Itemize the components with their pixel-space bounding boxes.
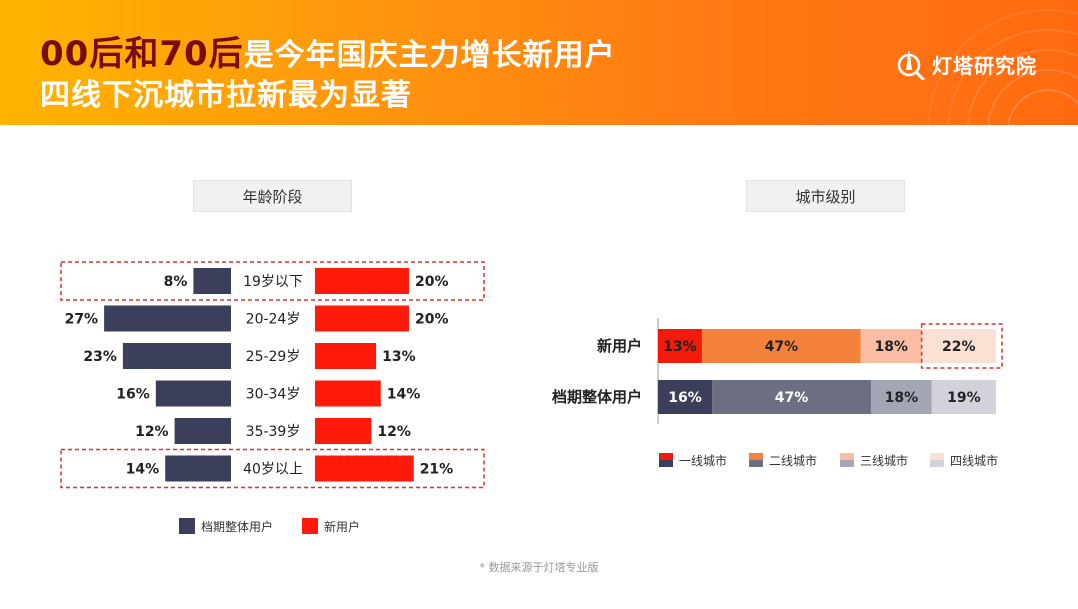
city-section-label: 城市级别 [746,180,905,212]
age-bar-new [315,305,409,332]
city-bar-segment [860,329,922,363]
age-value-label-overall: 27% [65,312,99,328]
city-bar-segment [870,380,932,414]
age-value-label-new: 13% [382,349,416,365]
title-rest: 是今年国庆主力增长新用户 [243,38,616,73]
age-highlight-box [60,261,485,301]
city-category-label: 新用户 [597,337,642,355]
page-title-line-2: 四线下沉城市拉新最为显著 [40,78,412,113]
age-value-label-overall: 16% [116,387,150,403]
decorative-rings [927,9,1078,125]
city-value-label: 18% [885,390,919,406]
city-legend-label: 二线城市 [769,453,817,468]
city-legend-swatch-overall [659,460,673,467]
city-value-label: 19% [947,390,981,406]
footnote: * 数据来源于灯塔专业版 [479,561,599,574]
age-value-label-new: 12% [377,424,411,440]
city-value-label: 22% [942,339,976,355]
age-bar-new [315,343,377,369]
city-bar-segment [921,329,996,363]
legend-label-new: 新用户 [324,519,360,534]
legend-swatch-new [302,518,318,534]
city-legend-swatch-new [749,453,763,460]
age-section-label: 年龄阶段 [193,180,352,212]
lighthouse-magnifier-icon [897,51,925,80]
age-bar-overall [122,343,231,369]
age-highlight-box [60,448,485,489]
city-highlight-box [920,323,1003,369]
age-bar-new [315,268,409,294]
brand-name: 灯塔研究院 [932,53,1037,78]
age-category-label: 35-39岁 [246,424,301,440]
age-value-label-overall: 23% [83,349,117,365]
city-bar-segment [701,329,861,363]
city-legend-swatch-new [840,453,854,460]
age-value-label-overall: 8% [164,274,188,290]
age-category-label: 30-34岁 [246,387,301,403]
age-bar-overall [193,268,231,294]
city-legend-swatch-new [930,453,944,460]
city-value-label: 16% [668,390,702,406]
age-category-label: 19岁以下 [243,274,303,290]
city-legend-swatch-overall [840,460,854,467]
age-value-label-new: 21% [420,462,454,478]
city-bar-segment [931,380,996,414]
city-legend-label: 四线城市 [950,453,998,468]
age-bar-overall [104,305,231,332]
age-value-label-overall: 12% [135,424,169,440]
legend-swatch-overall [179,518,195,534]
age-category-label: 25-29岁 [246,349,301,365]
title-highlight: 00后和70后 [40,34,244,74]
legend-label-overall: 档期整体用户 [201,519,273,534]
age-value-label-new: 20% [415,312,449,328]
age-bar-new [315,380,381,407]
age-bar-new [315,418,372,444]
age-bar-overall [174,418,231,444]
city-legend-label: 三线城市 [860,453,908,468]
city-bar-segment [658,380,713,414]
city-bar-segment [658,329,702,363]
city-legend-label: 一线城市 [679,453,727,468]
age-bar-overall [165,455,231,482]
city-category-label: 档期整体用户 [552,388,642,406]
city-value-label: 47% [775,390,809,406]
page-title-line-1: 00后和70后是今年国庆主力增长新用户 [40,26,616,75]
age-value-label-new: 14% [387,387,421,403]
header-banner: 00后和70后是今年国庆主力增长新用户 四线下沉城市拉新最为显著 灯塔研究院 [0,0,1078,125]
age-value-label-new: 20% [415,274,449,290]
age-bar-new [315,455,414,482]
age-category-label: 20-24岁 [246,312,301,328]
city-legend-swatch-new [659,453,673,460]
city-value-label: 13% [663,339,697,355]
city-value-label: 18% [874,339,908,355]
city-value-label: 47% [765,339,799,355]
city-legend-swatch-overall [930,460,944,467]
city-bar-segment [712,380,871,414]
city-legend-swatch-overall [749,460,763,467]
age-bar-overall [155,380,231,407]
age-value-label-overall: 14% [126,462,160,478]
brand-logo: 灯塔研究院 [896,46,1037,82]
age-category-label: 40岁以上 [243,462,303,478]
